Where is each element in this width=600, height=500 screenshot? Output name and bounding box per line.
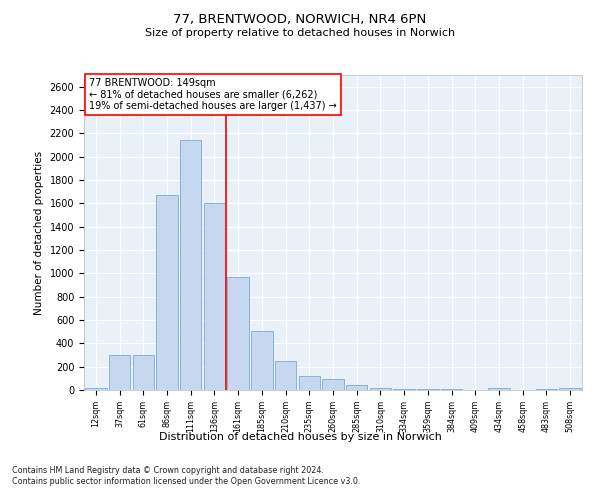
- Bar: [322, 379, 344, 390]
- Bar: [346, 386, 367, 390]
- Text: 77, BRENTWOOD, NORWICH, NR4 6PN: 77, BRENTWOOD, NORWICH, NR4 6PN: [173, 12, 427, 26]
- Bar: [370, 388, 391, 390]
- Bar: [157, 195, 178, 390]
- Bar: [299, 376, 320, 390]
- Bar: [488, 388, 509, 390]
- Y-axis label: Number of detached properties: Number of detached properties: [34, 150, 44, 314]
- Text: Size of property relative to detached houses in Norwich: Size of property relative to detached ho…: [145, 28, 455, 38]
- Bar: [180, 140, 202, 390]
- Text: Contains public sector information licensed under the Open Government Licence v3: Contains public sector information licen…: [12, 478, 361, 486]
- Bar: [204, 204, 225, 390]
- Text: Contains HM Land Registry data © Crown copyright and database right 2024.: Contains HM Land Registry data © Crown c…: [12, 466, 324, 475]
- Bar: [85, 388, 107, 390]
- Bar: [394, 389, 415, 390]
- Text: 77 BRENTWOOD: 149sqm
← 81% of detached houses are smaller (6,262)
19% of semi-de: 77 BRENTWOOD: 149sqm ← 81% of detached h…: [89, 78, 337, 112]
- Bar: [251, 331, 272, 390]
- Bar: [109, 355, 130, 390]
- Bar: [275, 362, 296, 390]
- Bar: [227, 277, 249, 390]
- Bar: [559, 388, 581, 390]
- Bar: [133, 355, 154, 390]
- Text: Distribution of detached houses by size in Norwich: Distribution of detached houses by size …: [158, 432, 442, 442]
